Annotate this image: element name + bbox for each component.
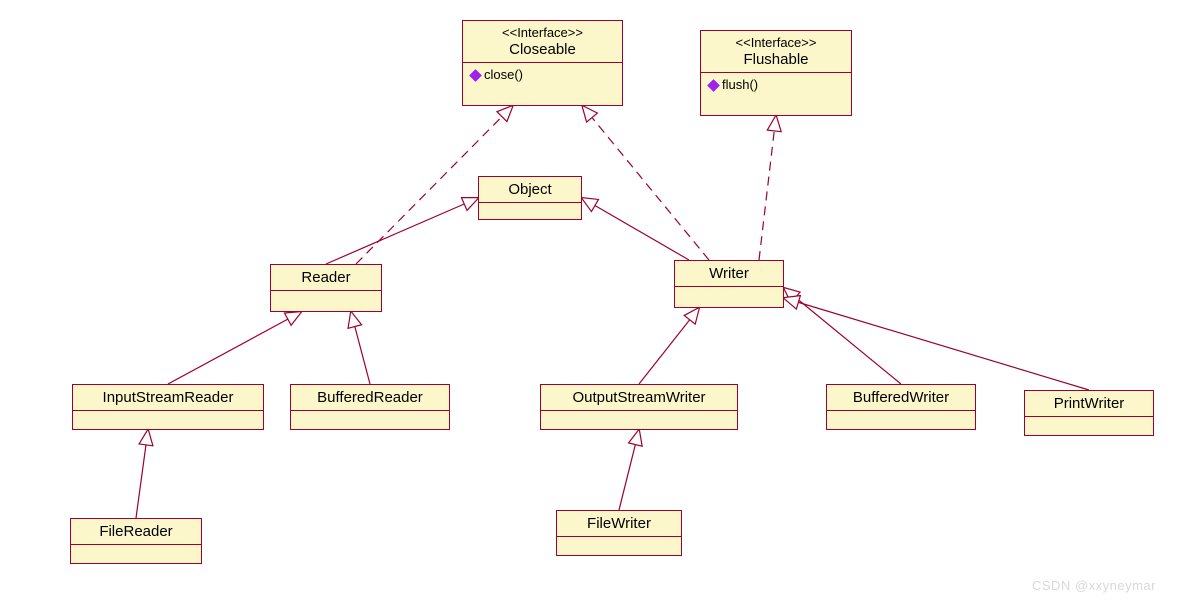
uml-edge-bufreader-reader [351, 312, 370, 384]
uml-class-flushable: <<Interface>>Flushable flush() [700, 30, 852, 116]
uml-class-name: BufferedReader [301, 389, 439, 408]
uml-method-label: flush() [722, 77, 758, 92]
uml-empty-compartment [71, 545, 201, 553]
uml-edge-isr-reader [168, 312, 301, 384]
uml-edge-osw-writer [639, 308, 699, 384]
uml-empty-compartment [73, 411, 263, 419]
uml-class-title: OutputStreamWriter [541, 385, 737, 410]
uml-edge-filereader-isr [136, 430, 148, 518]
uml-class-title: Reader [271, 265, 381, 290]
uml-empty-compartment [271, 291, 381, 299]
uml-class-name: Reader [281, 269, 371, 288]
uml-stereotype: <<Interface>> [711, 35, 841, 51]
uml-class-name: Object [489, 181, 571, 200]
uml-edge-writer-closeable [583, 106, 710, 260]
uml-class-bufreader: BufferedReader [290, 384, 450, 430]
uml-edge-printwriter-writer [784, 298, 1089, 390]
uml-edge-reader-object [326, 198, 478, 264]
uml-empty-compartment [479, 203, 581, 211]
uml-method-label: close() [484, 67, 523, 82]
uml-class-closeable: <<Interface>>Closeable close() [462, 20, 623, 106]
uml-class-filewriter: FileWriter [556, 510, 682, 556]
uml-class-title: FileWriter [557, 511, 681, 536]
uml-class-reader: Reader [270, 264, 382, 312]
uml-class-isr: InputStreamReader [72, 384, 264, 430]
uml-edge-writer-object [582, 198, 689, 260]
uml-class-title: <<Interface>>Closeable [463, 21, 622, 62]
diamond-icon [707, 79, 720, 92]
uml-empty-compartment [557, 537, 681, 545]
uml-class-title: Writer [675, 261, 783, 286]
uml-edge-filewriter-osw [619, 430, 639, 510]
uml-class-name: BufferedWriter [837, 389, 965, 408]
uml-class-name: PrintWriter [1035, 395, 1143, 414]
uml-class-title: BufferedWriter [827, 385, 975, 410]
watermark-text: CSDN @xxyneymar [1032, 578, 1156, 593]
uml-class-name: InputStreamReader [83, 389, 253, 408]
uml-class-writer: Writer [674, 260, 784, 308]
uml-empty-compartment [1025, 417, 1153, 425]
uml-class-name: Closeable [473, 41, 612, 60]
diamond-icon [469, 69, 482, 82]
uml-empty-compartment [291, 411, 449, 419]
uml-method: flush() [701, 73, 851, 96]
uml-class-title: Object [479, 177, 581, 202]
uml-class-name: FileWriter [567, 515, 671, 534]
uml-class-name: FileReader [81, 523, 191, 542]
uml-class-title: BufferedReader [291, 385, 449, 410]
uml-class-title: FileReader [71, 519, 201, 544]
uml-class-filereader: FileReader [70, 518, 202, 564]
uml-class-object: Object [478, 176, 582, 220]
uml-class-title: PrintWriter [1025, 391, 1153, 416]
uml-class-bufwriter: BufferedWriter [826, 384, 976, 430]
uml-edge-bufwriter-writer [784, 288, 901, 384]
uml-class-title: InputStreamReader [73, 385, 263, 410]
uml-class-name: Flushable [711, 51, 841, 70]
uml-empty-compartment [675, 287, 783, 295]
uml-stereotype: <<Interface>> [473, 25, 612, 41]
uml-method: close() [463, 63, 622, 86]
uml-class-osw: OutputStreamWriter [540, 384, 738, 430]
uml-class-name: OutputStreamWriter [551, 389, 727, 408]
uml-class-name: Writer [685, 265, 773, 284]
uml-empty-compartment [541, 411, 737, 419]
uml-class-title: <<Interface>>Flushable [701, 31, 851, 72]
uml-class-printwriter: PrintWriter [1024, 390, 1154, 436]
uml-empty-compartment [827, 411, 975, 419]
uml-edge-writer-flushable [759, 116, 776, 260]
